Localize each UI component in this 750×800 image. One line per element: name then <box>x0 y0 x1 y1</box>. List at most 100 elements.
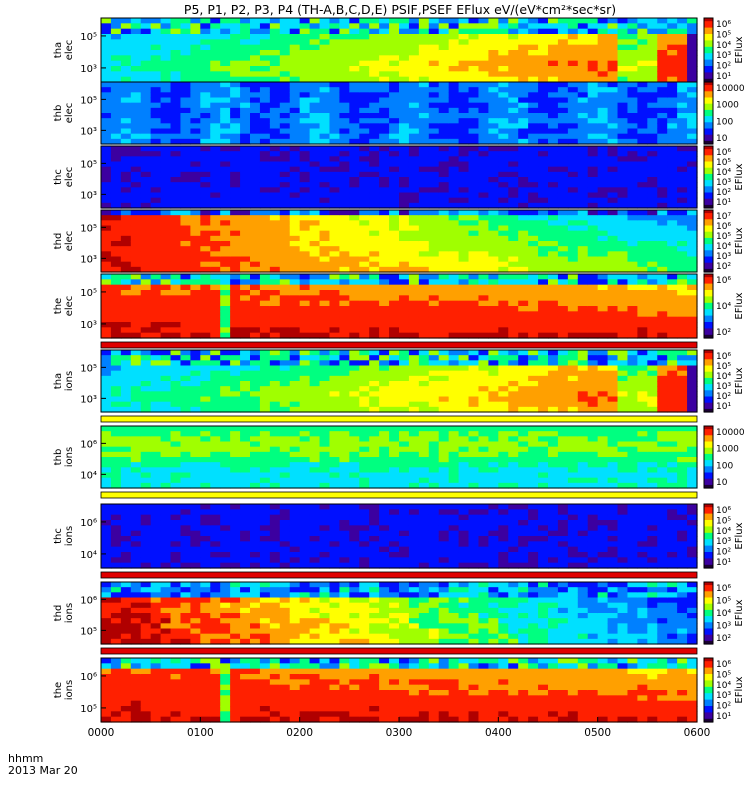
heat-cell <box>190 76 201 83</box>
heat-cell <box>647 210 658 216</box>
heat-cell <box>319 44 331 51</box>
colorbar-swatch <box>704 62 713 67</box>
heat-cell <box>250 215 261 221</box>
heat-cell <box>170 182 182 188</box>
heat-cell <box>597 322 609 328</box>
heat-cell <box>577 210 589 216</box>
y-tick-label: 10⁵ <box>80 363 97 374</box>
heat-cell <box>329 441 340 448</box>
heat-cell <box>508 66 519 72</box>
heat-cell <box>448 441 460 448</box>
heat-cell <box>448 92 460 99</box>
heat-cell <box>210 23 221 30</box>
heat-cell <box>627 210 638 216</box>
heat-cell <box>329 386 340 392</box>
heat-cell <box>389 446 400 453</box>
heat-cell <box>468 138 480 145</box>
heat-cell <box>110 123 122 130</box>
heat-cell <box>488 375 499 382</box>
heat-cell <box>349 197 360 204</box>
heat-cell <box>528 123 539 130</box>
heat-cell <box>548 261 559 268</box>
colorbar-tick-label: 10³ <box>716 382 731 392</box>
heat-cell <box>428 406 440 413</box>
heat-cell <box>190 396 201 403</box>
heat-cell <box>389 467 400 474</box>
heat-cell <box>677 215 688 221</box>
heat-cell <box>190 60 201 67</box>
heat-cell <box>329 235 340 242</box>
heat-cell <box>498 156 509 163</box>
heat-cell <box>508 192 519 199</box>
heat-cell <box>408 187 420 194</box>
heat-cell <box>200 71 211 78</box>
heat-cell <box>408 225 420 232</box>
heat-cell <box>687 123 698 130</box>
heat-cell <box>110 381 122 387</box>
heat-cell <box>468 92 480 99</box>
heat-cell <box>627 311 638 318</box>
heat-cell <box>607 370 619 377</box>
heat-cell <box>120 18 132 24</box>
heat-cell <box>458 220 470 227</box>
heat-cell <box>359 332 370 339</box>
heat-cell <box>101 311 112 318</box>
heat-cell <box>230 171 241 178</box>
heat-cell <box>677 401 688 408</box>
heat-cell <box>120 472 132 479</box>
heat-cell <box>130 279 142 286</box>
heat-cell <box>110 44 122 51</box>
heat-cell <box>220 39 231 46</box>
heat-cell <box>488 50 499 56</box>
heat-cell <box>687 166 698 173</box>
heat-cell <box>508 350 519 356</box>
heat-cell <box>627 386 638 392</box>
heat-cell <box>190 332 201 339</box>
heat-cell <box>567 23 579 30</box>
heat-cell <box>269 311 281 318</box>
heat-cell <box>379 187 390 194</box>
heat-cell <box>667 202 678 209</box>
heat-cell <box>577 23 589 30</box>
heat-cell <box>399 71 410 78</box>
heat-cell <box>279 274 291 280</box>
heat-cell <box>438 113 450 119</box>
colorbar-swatch <box>704 405 713 410</box>
heat-cell <box>488 215 499 221</box>
heat-cell <box>190 279 201 286</box>
heat-cell <box>140 44 152 51</box>
heat-cell <box>200 235 211 242</box>
heat-cell <box>200 316 211 323</box>
heat-cell <box>170 138 182 145</box>
heat-cell <box>359 156 370 163</box>
heat-cell <box>488 220 499 227</box>
heat-cell <box>319 467 331 474</box>
heat-cell <box>339 97 350 104</box>
heat-cell <box>508 34 519 40</box>
heat-cell <box>428 34 440 40</box>
heat-cell <box>279 290 291 296</box>
heat-cell <box>458 23 470 30</box>
heat-cell <box>607 220 619 227</box>
heat-cell <box>220 477 231 484</box>
heat-cell <box>408 220 420 227</box>
heat-cell <box>418 436 430 443</box>
heat-cell <box>647 327 658 334</box>
heat-cell <box>120 182 132 188</box>
heat-cell <box>230 316 241 323</box>
heat-cell <box>230 166 241 173</box>
heat-cell <box>389 55 400 62</box>
heat-cell <box>687 128 698 135</box>
heat-cell <box>359 97 370 104</box>
heat-cell <box>468 365 480 372</box>
heat-cell <box>687 177 698 183</box>
heat-cell <box>518 146 529 152</box>
heat-cell <box>150 146 162 152</box>
heat-cell <box>438 355 450 361</box>
heat-cell <box>250 107 261 114</box>
heat-cell <box>120 295 132 302</box>
heat-cell <box>180 138 191 145</box>
heat-cell <box>329 322 340 328</box>
heat-cell <box>587 322 599 328</box>
heat-cell <box>567 256 579 263</box>
